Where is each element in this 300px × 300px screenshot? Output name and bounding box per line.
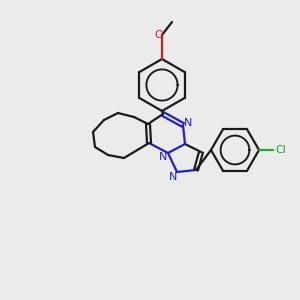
- Text: N: N: [184, 118, 192, 128]
- Text: Cl: Cl: [276, 145, 286, 155]
- Text: O: O: [154, 30, 164, 40]
- Text: N: N: [159, 152, 167, 162]
- Text: N: N: [169, 172, 177, 182]
